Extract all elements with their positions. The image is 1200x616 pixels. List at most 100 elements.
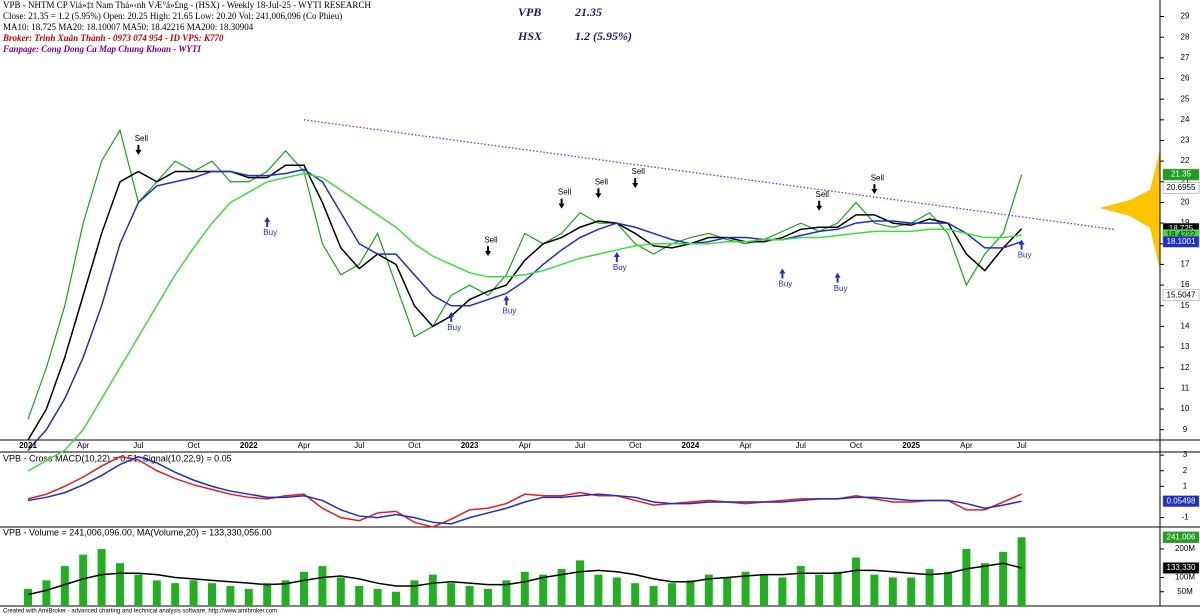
- volume-bar: [704, 574, 713, 606]
- price-label-box: [1162, 531, 1200, 544]
- volume-bar: [760, 574, 768, 606]
- x-tick-label: Oct: [187, 441, 200, 450]
- volume-bar: [60, 566, 69, 606]
- signal-label: Sell: [484, 235, 498, 244]
- volume-bar: [208, 583, 216, 606]
- y-tick-label: 13: [1181, 342, 1190, 351]
- volume-bar: [796, 566, 805, 606]
- volume-bar: [778, 577, 787, 606]
- signal-arrow: [264, 216, 271, 227]
- panel-title: VPB - Volume = 241,006,096.00, MA(Volume…: [3, 527, 272, 537]
- volume-bar: [1017, 537, 1026, 606]
- x-tick-label: Apr: [739, 441, 752, 450]
- volume-bar: [594, 574, 603, 606]
- signal-arrow: [834, 272, 841, 283]
- price-label: 18.1001: [1167, 237, 1196, 246]
- volume-bar: [244, 588, 253, 606]
- price-label-box: [1162, 235, 1200, 248]
- signal-arrow: [595, 188, 602, 199]
- y-tick-label: 11: [1181, 383, 1190, 392]
- y-tick-label: 20: [1181, 198, 1190, 207]
- signal-arrow: [1018, 239, 1025, 250]
- volume-bar: [373, 588, 382, 606]
- signal-arrow: [779, 268, 786, 279]
- header-line: MA10: 18.725 MA20: 18.10007 MA50: 18.422…: [3, 22, 254, 32]
- y-tick-label: 22: [1181, 156, 1190, 165]
- volume-bar: [226, 586, 235, 606]
- series-line: [27, 164, 1023, 441]
- volume-bar: [925, 568, 934, 606]
- signal-label: Buy: [503, 307, 517, 316]
- x-tick-label: Jul: [796, 441, 806, 450]
- y-tick-label: 1: [1183, 481, 1188, 490]
- volume-bar: [97, 548, 106, 606]
- volume-bar: [741, 571, 750, 606]
- series-line: [27, 455, 1022, 525]
- volume-bar: [447, 583, 456, 606]
- volume-bar: [980, 563, 989, 606]
- change: 1.2 (5.95%): [575, 29, 632, 43]
- volume-bar: [484, 588, 492, 606]
- price-label: 0.05498: [1167, 496, 1196, 505]
- volume-bar: [318, 566, 327, 606]
- volume-bar: [649, 586, 658, 606]
- volume-bar: [815, 574, 824, 606]
- signal-label: Sell: [632, 167, 646, 176]
- y-tick-label: -1: [1181, 513, 1189, 522]
- y-tick-label: 15: [1181, 301, 1190, 310]
- x-tick-label: 2024: [682, 441, 700, 450]
- volume-bar: [944, 571, 952, 606]
- signal-label: Buy: [447, 323, 461, 332]
- volume-bar: [833, 571, 842, 606]
- x-tick-label: Apr: [519, 441, 532, 450]
- signal-label: Sell: [558, 188, 572, 197]
- y-tick-label: 16: [1181, 280, 1190, 289]
- price-label: 21.35: [1171, 170, 1192, 179]
- volume-bar: [612, 577, 621, 606]
- y-tick-label: 9: [1183, 425, 1188, 434]
- signal-label: Buy: [613, 263, 627, 272]
- x-tick-label: Jul: [1016, 441, 1026, 450]
- header-line: Close: 21.35 = 1.2 (5.95%) Open: 20.25 H…: [3, 11, 342, 21]
- y-tick-label: 2: [1183, 466, 1188, 475]
- y-tick-label: 23: [1181, 136, 1190, 145]
- volume-bar: [557, 568, 566, 606]
- y-tick-label: 25: [1181, 94, 1190, 103]
- y-tick-label: 28: [1181, 32, 1190, 41]
- y-tick-label: 12: [1181, 363, 1190, 372]
- header-line: VPB - NHTM CP Viá»‡t Nam Thá»‹nh VÆ°á»£n…: [3, 0, 371, 10]
- price-label: 18.725: [1169, 224, 1194, 233]
- signal-label: Sell: [595, 177, 609, 186]
- signal-label: Buy: [263, 228, 277, 237]
- price-label: 20.6955: [1167, 183, 1196, 192]
- price-label: 18.4222: [1167, 230, 1196, 239]
- volume-bar: [888, 577, 897, 606]
- volume-bar: [907, 577, 916, 606]
- volume-bar: [152, 580, 161, 606]
- price-label-box: [1162, 289, 1200, 302]
- signal-label: Sell: [135, 134, 149, 143]
- price-label-box: [1162, 562, 1200, 574]
- signal-label: Sell: [816, 190, 830, 199]
- volume-bar: [631, 583, 640, 606]
- signal-arrow: [485, 246, 491, 257]
- volume-bar: [576, 560, 584, 606]
- y-tick-label: 29: [1181, 12, 1190, 21]
- x-tick-label: Jul: [354, 441, 364, 450]
- volume-bar: [171, 583, 180, 606]
- volume-bar: [668, 583, 676, 606]
- volume-bar: [42, 580, 51, 606]
- series-line: [27, 172, 1022, 472]
- volume-bar: [852, 557, 860, 606]
- y-tick-label: 26: [1181, 74, 1190, 83]
- x-tick-label: Apr: [77, 441, 90, 450]
- volume-bar: [465, 586, 474, 606]
- x-tick-label: 2022: [240, 441, 258, 450]
- x-tick-label: Apr: [298, 441, 311, 450]
- signal-arrow: [503, 295, 510, 306]
- price-label: 133,330: [1167, 563, 1196, 572]
- x-tick-label: Apr: [960, 441, 973, 450]
- price-label-box: [1162, 182, 1200, 194]
